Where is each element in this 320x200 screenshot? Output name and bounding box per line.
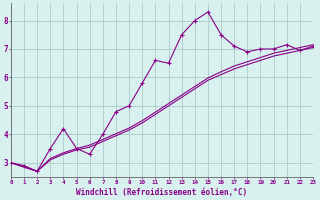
X-axis label: Windchill (Refroidissement éolien,°C): Windchill (Refroidissement éolien,°C) [76, 188, 247, 197]
